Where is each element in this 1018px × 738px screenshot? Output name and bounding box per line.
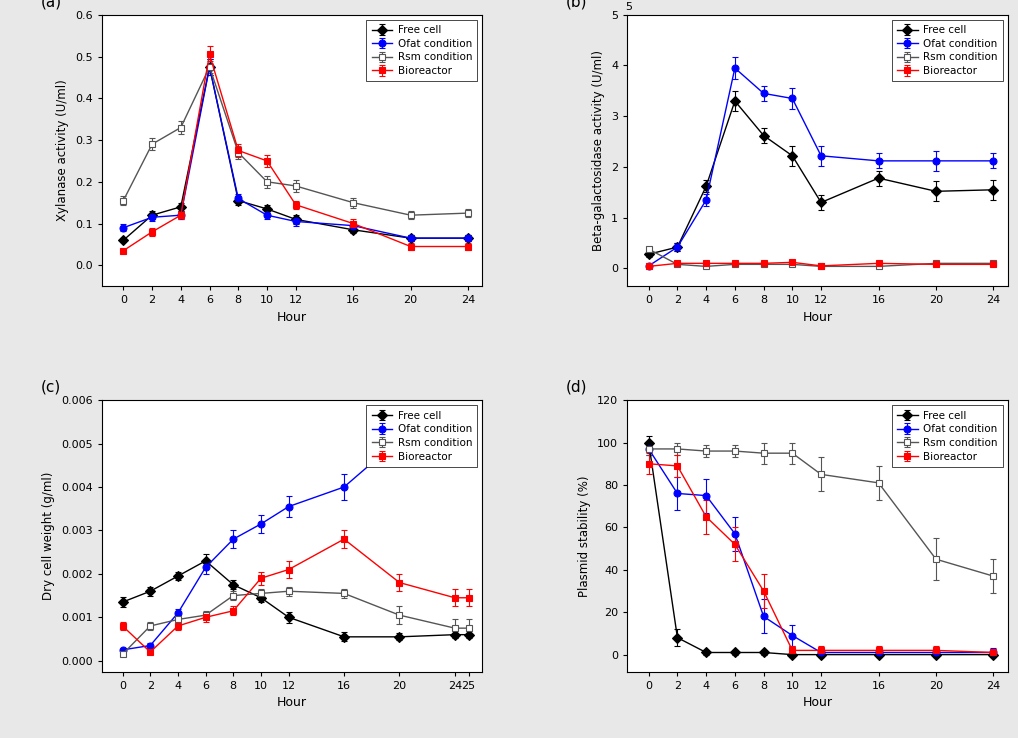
Y-axis label: Beta-galactosidase activity (U/ml): Beta-galactosidase activity (U/ml) <box>592 50 606 251</box>
Y-axis label: Plasmid stability (%): Plasmid stability (%) <box>578 475 591 596</box>
Legend: Free cell, Ofat condition, Rsm condition, Bioreactor: Free cell, Ofat condition, Rsm condition… <box>366 20 477 81</box>
Legend: Free cell, Ofat condition, Rsm condition, Bioreactor: Free cell, Ofat condition, Rsm condition… <box>366 405 477 466</box>
Y-axis label: Xylanase activity (U/ml): Xylanase activity (U/ml) <box>56 80 69 221</box>
Y-axis label: Dry cell weight (g/ml): Dry cell weight (g/ml) <box>43 472 55 600</box>
Legend: Free cell, Ofat condition, Rsm condition, Bioreactor: Free cell, Ofat condition, Rsm condition… <box>892 405 1003 466</box>
Text: (b): (b) <box>566 0 587 10</box>
Text: (d): (d) <box>566 380 587 395</box>
Text: 5: 5 <box>625 1 632 12</box>
Text: (c): (c) <box>41 380 61 395</box>
Legend: Free cell, Ofat condition, Rsm condition, Bioreactor: Free cell, Ofat condition, Rsm condition… <box>892 20 1003 81</box>
X-axis label: Hour: Hour <box>802 696 833 709</box>
X-axis label: Hour: Hour <box>277 696 307 709</box>
X-axis label: Hour: Hour <box>277 311 307 324</box>
X-axis label: Hour: Hour <box>802 311 833 324</box>
Text: (a): (a) <box>41 0 62 10</box>
